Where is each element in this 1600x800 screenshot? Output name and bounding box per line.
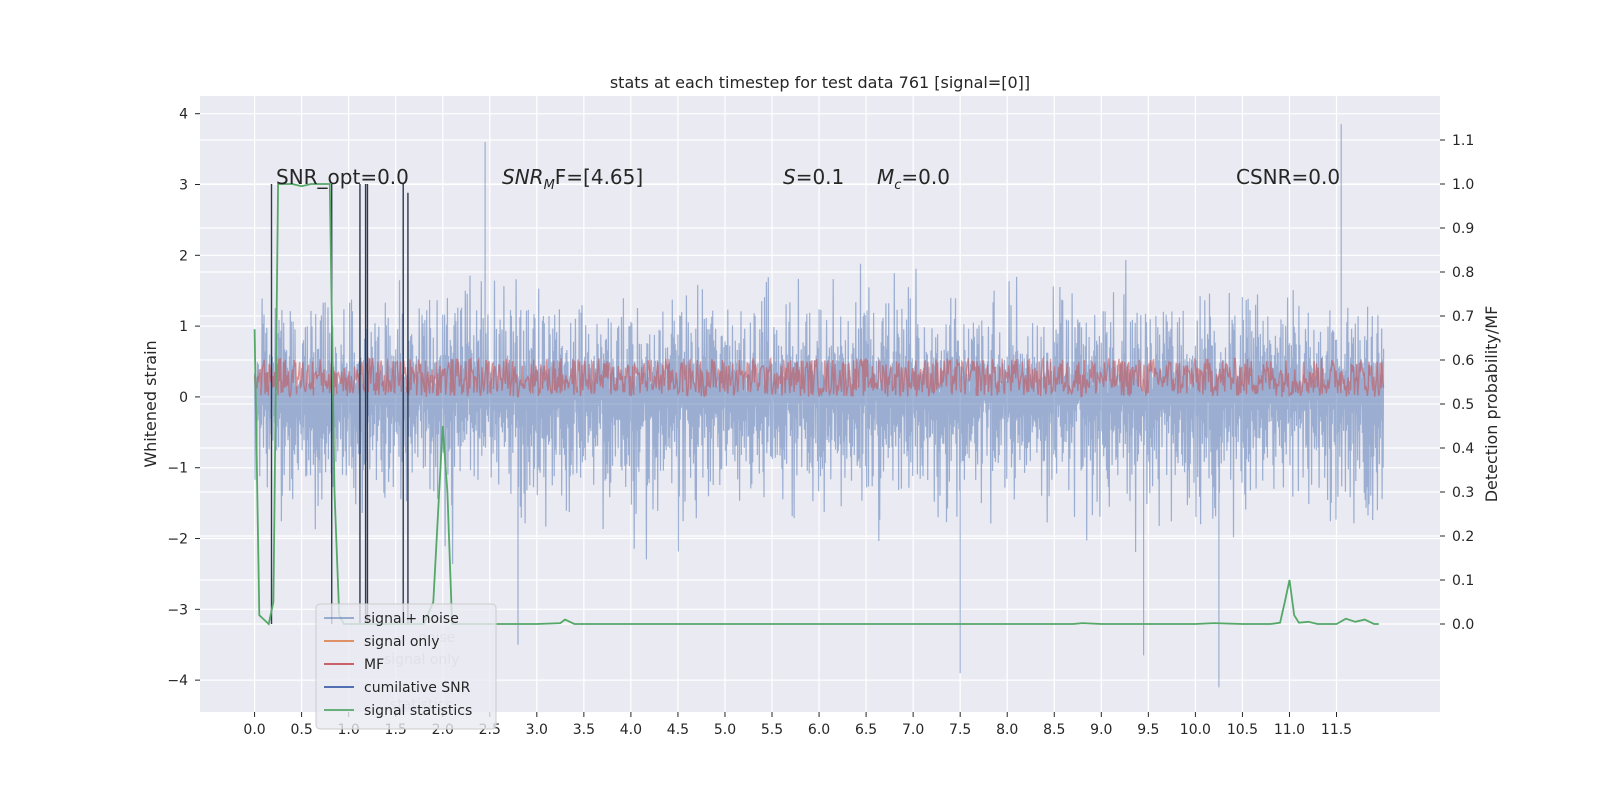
x-tick-label: 11.5 (1321, 722, 1352, 738)
legend-label: cumilative SNR (364, 680, 471, 696)
x-tick-label: 4.0 (620, 722, 642, 738)
y2-axis-ticks: 1.1 1.0 0.9 0.8 0.7 0.6 0.5 0.4 0.3 0.2 0.1 0.0 (1440, 133, 1474, 633)
legend-label: MF (364, 657, 384, 673)
y-tick-label: 0 (179, 390, 188, 406)
annotation-csnr: CSNR=0.0 (1236, 165, 1340, 189)
y2-tick-label: 1.0 (1452, 177, 1474, 193)
y-axis-ticks: 4 3 2 1 0 −1 −2 −3 −4 (167, 107, 200, 689)
x-tick-label: 11.0 (1274, 722, 1305, 738)
y2-tick-label: 0.5 (1452, 397, 1474, 413)
legend-label: signal+ noise (364, 611, 459, 627)
y2-tick-label: 0.3 (1452, 485, 1474, 501)
x-tick-label: 9.0 (1090, 722, 1112, 738)
y-tick-label: −2 (167, 532, 188, 548)
y-tick-label: 1 (179, 319, 188, 335)
x-tick-label: 6.5 (855, 722, 877, 738)
legend-box (315, 603, 497, 730)
annotation-s-symbol: S (783, 165, 796, 189)
mf-line (253, 355, 1385, 399)
y2-tick-label: 0.7 (1452, 309, 1474, 325)
x-tick-label: 3.0 (526, 722, 548, 738)
annotation-s: S=0.1 (783, 165, 844, 189)
x-tick-label: 9.5 (1137, 722, 1159, 738)
legend-label: signal only (364, 634, 439, 650)
cumulative-snr-series (270, 184, 409, 624)
y-tick-label: −1 (167, 461, 188, 477)
annotation-snr-mf: SNRMF=[4.65] (502, 165, 643, 193)
x-tick-label: 5.5 (761, 722, 783, 738)
y-tick-label: 3 (179, 178, 188, 194)
annotation-snr-mf-value: F=[4.65] (555, 165, 643, 189)
x-tick-label: 10.0 (1180, 722, 1211, 738)
x-tick-label: 7.5 (949, 722, 971, 738)
y2-tick-label: 0.0 (1452, 617, 1474, 633)
y-tick-label: −4 (167, 673, 188, 689)
y2-tick-label: 0.2 (1452, 529, 1474, 545)
y2-tick-label: 0.4 (1452, 441, 1474, 457)
annotation-s-value: =0.1 (796, 165, 845, 189)
annotation-mc-symbol: M (877, 165, 894, 189)
legend-label: signal statistics (364, 703, 472, 719)
x-tick-label: 8.5 (1043, 722, 1065, 738)
x-tick-label: 7.0 (902, 722, 924, 738)
mf-series (253, 355, 1385, 399)
y-tick-label: 2 (179, 248, 188, 264)
y2-tick-label: 0.6 (1452, 353, 1474, 369)
x-tick-label: 3.5 (573, 722, 595, 738)
x-tick-label: 5.0 (714, 722, 736, 738)
chart-title: stats at each timestep for test data 761… (610, 73, 1030, 92)
annotations: SNR_opt=0.0 SNRMF=[4.65] S=0.1 Mc=0.0 CS… (276, 165, 1340, 193)
x-tick-label: 4.5 (667, 722, 689, 738)
signal-noise-series (254, 124, 1385, 688)
y-axis-label: Whitened strain (141, 340, 160, 467)
y-tick-label: 4 (179, 107, 188, 123)
y2-tick-label: 0.8 (1452, 265, 1474, 281)
x-tick-label: 6.0 (808, 722, 830, 738)
annotation-mc-subscript: c (894, 178, 901, 193)
annotation-mc: Mc=0.0 (877, 165, 950, 193)
legend: signal+ noise signal only MF cumilative SNR… (315, 603, 497, 730)
x-tick-label: 8.0 (996, 722, 1018, 738)
x-tick-label: 0.0 (243, 722, 265, 738)
x-tick-label: 10.5 (1227, 722, 1258, 738)
x-tick-label: 0.5 (290, 722, 312, 738)
y2-tick-label: 0.9 (1452, 221, 1474, 237)
annotation-snr-opt: SNR_opt=0.0 (276, 165, 409, 189)
y2-tick-label: 0.1 (1452, 573, 1474, 589)
annotation-snr-mf-symbol: SNR (502, 165, 544, 189)
signal-noise-line (254, 124, 1385, 688)
y2-axis-label: Detection probability/MF (1482, 306, 1501, 503)
annotation-snr-mf-subscript: M (544, 178, 555, 193)
annotation-mc-value: =0.0 (901, 165, 950, 189)
y-tick-label: −3 (167, 602, 188, 618)
y2-tick-label: 1.1 (1452, 133, 1474, 149)
